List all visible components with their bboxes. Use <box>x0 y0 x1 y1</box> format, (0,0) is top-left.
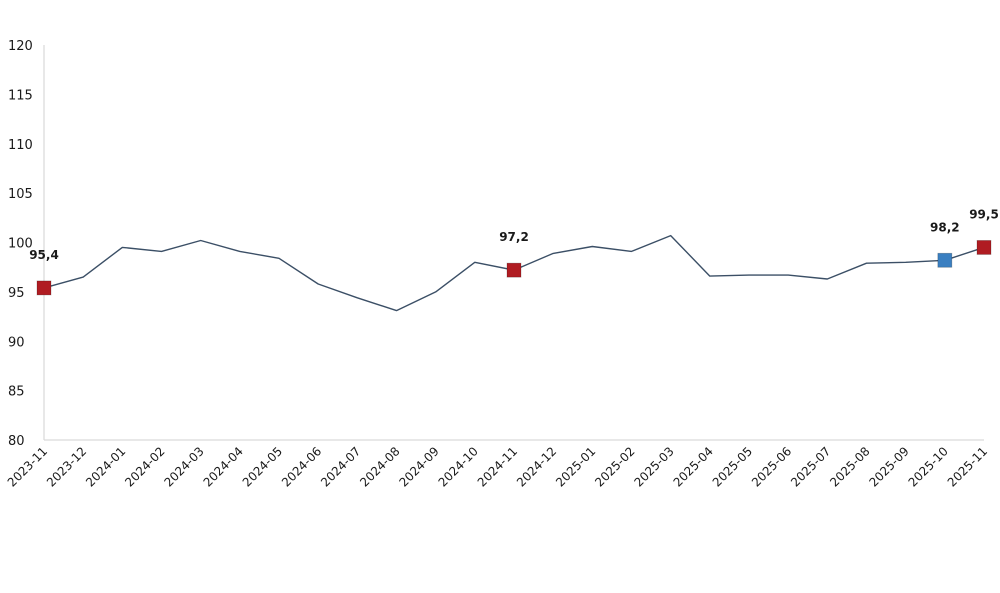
x-tick-label: 2025-10 <box>906 444 951 489</box>
x-tick-label: 2025-02 <box>592 444 637 489</box>
x-tick-label: 2024-06 <box>279 444 324 489</box>
x-tick-label: 2023-12 <box>44 444 89 489</box>
x-tick-label: 2024-09 <box>396 444 441 489</box>
highlighted-markers <box>36 240 992 296</box>
x-tick-label: 2025-11 <box>945 444 990 489</box>
data-point-marker <box>506 262 522 278</box>
y-tick-label: 100 <box>8 237 33 252</box>
x-tick-label: 2025-03 <box>631 444 676 489</box>
y-tick-label: 110 <box>8 138 33 153</box>
data-labels: 95,4 97,2 98,2 99,5 <box>29 207 999 261</box>
x-tick-label: 2024-02 <box>122 444 167 489</box>
x-tick-label: 2024-05 <box>240 444 285 489</box>
x-tick-label: 2025-01 <box>553 444 598 489</box>
x-tick-label: 2025-08 <box>827 444 872 489</box>
x-tick-label: 2024-11 <box>475 444 520 489</box>
y-tick-label: 115 <box>8 88 33 103</box>
y-axis-tick-labels: 80 85 90 95 100 105 110 115 120 <box>8 39 33 449</box>
x-axis-tick-labels: 2023-112023-122024-012024-022024-032024-… <box>5 444 990 489</box>
x-tick-label: 2025-04 <box>671 444 716 489</box>
data-point-label: 95,4 <box>29 248 59 262</box>
data-point-label: 97,2 <box>499 230 529 244</box>
y-tick-label: 90 <box>8 335 25 350</box>
data-point-label: 99,5 <box>969 207 999 221</box>
y-tick-label: 80 <box>8 434 25 449</box>
x-tick-label: 2024-01 <box>83 444 128 489</box>
x-tick-label: 2025-06 <box>749 444 794 489</box>
x-tick-label: 2023-11 <box>5 444 50 489</box>
x-tick-label: 2024-07 <box>318 444 363 489</box>
x-tick-label: 2024-04 <box>201 444 246 489</box>
y-tick-label: 85 <box>8 385 25 400</box>
data-point-label: 98,2 <box>930 220 960 234</box>
x-tick-label: 2024-08 <box>357 444 402 489</box>
y-tick-label: 105 <box>8 187 33 202</box>
x-tick-label: 2025-09 <box>866 444 911 489</box>
x-tick-label: 2025-07 <box>788 444 833 489</box>
y-tick-label: 95 <box>8 286 25 301</box>
x-tick-label: 2025-05 <box>710 444 755 489</box>
data-point-marker <box>937 252 953 268</box>
x-tick-label: 2024-10 <box>436 444 481 489</box>
data-point-marker <box>976 240 992 255</box>
data-point-marker <box>36 280 52 296</box>
y-tick-label: 120 <box>8 39 33 54</box>
x-tick-label: 2024-12 <box>514 444 559 489</box>
x-tick-label: 2024-03 <box>161 444 206 489</box>
